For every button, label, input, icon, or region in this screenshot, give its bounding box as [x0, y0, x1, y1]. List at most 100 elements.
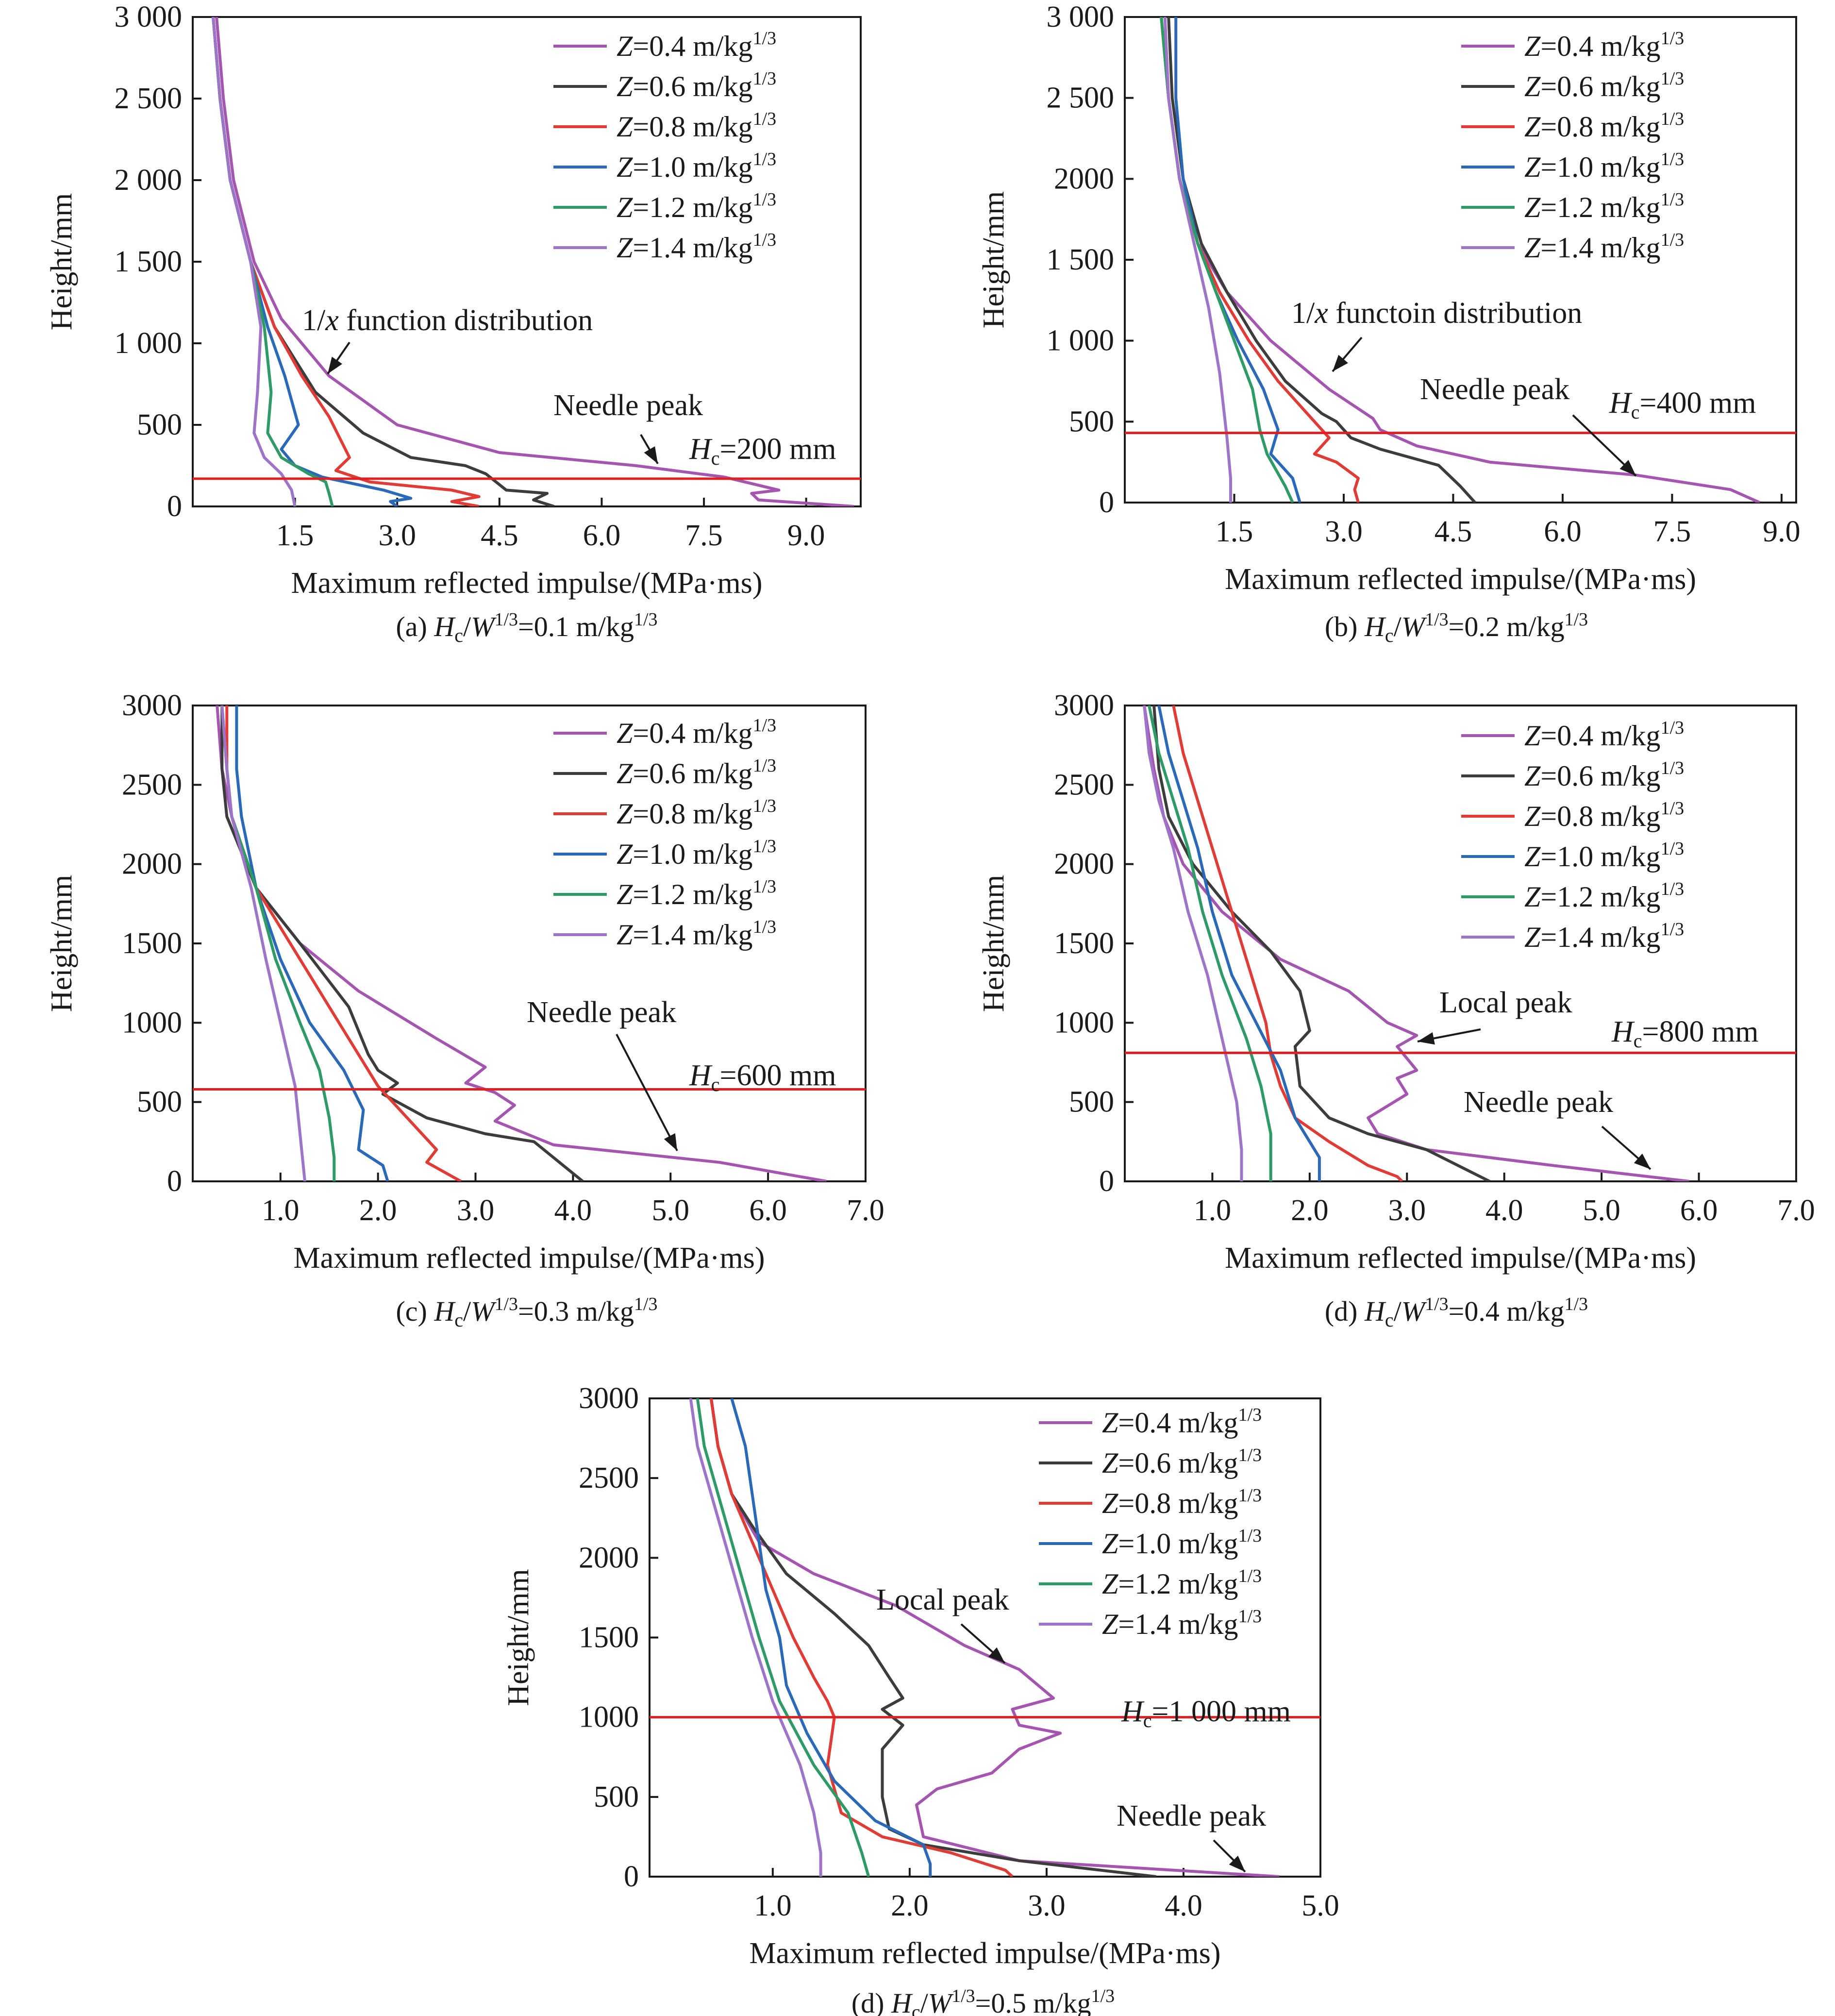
legend-var: Z	[617, 111, 633, 143]
x-tick-label: 9.0	[1763, 515, 1801, 548]
local-peak-label-text: Local peak	[876, 1583, 1009, 1616]
legend-sup: 1/3	[1238, 1405, 1262, 1425]
panel-caption: (d) Hc/W1/3=0.5 m/kg1/3	[851, 1986, 1115, 2016]
needle-peak-label: Needle peak	[527, 996, 676, 1029]
hc-text: =200 mm	[720, 433, 836, 466]
panel-caption: (d) Hc/W1/3=0.4 m/kg1/3	[1325, 1294, 1588, 1331]
y-tick-label: 1500	[122, 927, 182, 960]
legend-text-part: =0.8 m/kg	[1540, 800, 1660, 832]
legend-text-part: =0.6 m/kg	[1540, 760, 1660, 792]
legend-var: Z	[1524, 30, 1541, 62]
legend-entry: Z=0.8 m/kg1/3	[617, 109, 776, 143]
caption-sup: 1/3	[1565, 609, 1588, 630]
local-peak-label: Local peak	[1439, 986, 1572, 1019]
legend-entry: Z=0.4 m/kg1/3	[617, 28, 776, 62]
distribution-label: 1/x functoin distribution	[1291, 297, 1582, 330]
legend-entry: Z=1.2 m/kg1/3	[1524, 189, 1684, 223]
x-tick-label: 1.5	[276, 519, 314, 552]
x-tick-label: 1.0	[1194, 1194, 1232, 1227]
caption-slash: /	[463, 611, 471, 642]
legend-var: Z	[617, 757, 633, 790]
legend-text-part: =0.4 m/kg	[633, 30, 752, 62]
legend-text-part: =1.0 m/kg	[633, 838, 752, 870]
legend-entry: Z=1.4 m/kg1/3	[1524, 230, 1684, 264]
caption-sup: 1/3	[1425, 1294, 1449, 1314]
series-line-4	[730, 1398, 932, 1877]
caption-var: W	[928, 1987, 954, 2016]
legend-var: Z	[1524, 232, 1541, 264]
legend-sup: 1/3	[1661, 758, 1685, 778]
legend-sup: 1/3	[753, 230, 777, 250]
caption-prefix: (a)	[396, 611, 434, 642]
y-tick-label: 1 500	[1047, 243, 1115, 276]
legend-sup: 1/3	[1661, 230, 1685, 250]
hc-sub: c	[1634, 1030, 1642, 1052]
hc-label: Hc=200 mm	[689, 433, 836, 469]
y-tick-label: 2 000	[115, 164, 183, 197]
caption-eq: =0.2 m/kg	[1449, 611, 1565, 642]
legend-var: Z	[617, 232, 633, 264]
caption-sub: c	[1385, 1309, 1394, 1331]
legend-entry: Z=0.6 m/kg1/3	[617, 756, 776, 790]
legend-var: Z	[617, 151, 633, 183]
panel-caption: (a) Hc/W1/3=0.1 m/kg1/3	[396, 609, 657, 646]
legend-entry: Z=1.4 m/kg1/3	[617, 917, 776, 951]
needle-peak-label-text: Needle peak	[553, 389, 703, 422]
x-tick-label: 2.0	[1291, 1194, 1329, 1227]
x-tick-label: 6.0	[583, 519, 621, 552]
caption-var: H	[1364, 611, 1386, 642]
x-tick-label: 6.0	[749, 1194, 787, 1227]
y-tick-label: 2000	[1054, 848, 1114, 881]
legend-entry: Z=1.0 m/kg1/3	[1524, 149, 1684, 183]
y-axis-label: Height/mm	[45, 193, 78, 330]
legend-var: Z	[617, 878, 633, 910]
legend-text-part: =0.8 m/kg	[633, 798, 752, 830]
x-tick-label: 3.0	[457, 1194, 495, 1227]
legend-var: Z	[1102, 1447, 1118, 1479]
x-tick-label: 1.0	[754, 1889, 792, 1922]
hc-sub: c	[1143, 1710, 1152, 1731]
caption-sup: 1/3	[1565, 1294, 1588, 1314]
legend-text-part: =0.6 m/kg	[633, 757, 752, 790]
legend-entry: Z=0.4 m/kg1/3	[1102, 1405, 1262, 1439]
legend-sup: 1/3	[753, 796, 777, 816]
legend-entry: Z=1.2 m/kg1/3	[617, 876, 776, 910]
caption-var: W	[471, 1295, 497, 1327]
y-tick-label: 0	[624, 1860, 639, 1893]
legend-sup: 1/3	[753, 876, 777, 897]
legend-text-part: =1.0 m/kg	[1118, 1528, 1238, 1560]
y-tick-label: 2500	[122, 768, 182, 801]
caption-sup: 1/3	[1425, 609, 1449, 630]
distribution-var: x	[325, 304, 339, 337]
caption-slash: /	[920, 1987, 929, 2016]
hc-label: Hc=400 mm	[1609, 386, 1756, 423]
annotation-arrowhead	[1634, 1153, 1651, 1169]
panel-d: 1.0 2.0 3.0 4.0 5.0 6.0 7.0 0 500 1000 1500 2000 250…	[977, 689, 1815, 1331]
legend-text-part: =1.0 m/kg	[633, 151, 752, 183]
distribution-var: x	[1314, 297, 1328, 330]
y-axis-label: Height/mm	[502, 1569, 535, 1706]
legend-sup: 1/3	[753, 756, 777, 776]
caption-var: H	[891, 1987, 913, 2016]
legend-sup: 1/3	[753, 28, 777, 49]
legend-sup: 1/3	[1661, 919, 1685, 940]
y-tick-label: 1500	[1054, 927, 1114, 960]
y-axis-label: Height/mm	[977, 191, 1010, 328]
annotation-arrowhead	[1333, 354, 1348, 371]
legend-var: Z	[1102, 1487, 1118, 1519]
x-tick-label: 7.0	[847, 1194, 884, 1227]
legend-entry: Z=0.8 m/kg1/3	[1102, 1485, 1262, 1519]
caption-slash: /	[463, 1295, 471, 1327]
caption-var: H	[1364, 1295, 1386, 1327]
legend-entry: Z=0.6 m/kg1/3	[1524, 758, 1684, 792]
legend-var: Z	[1102, 1528, 1118, 1560]
x-tick-label: 4.0	[554, 1194, 592, 1227]
y-tick-label: 2000	[579, 1541, 639, 1574]
series-line-5	[1148, 706, 1272, 1181]
legend-sup: 1/3	[1238, 1606, 1262, 1627]
x-tick-label: 4.0	[1165, 1889, 1202, 1922]
distribution-prefix: 1/	[1291, 297, 1315, 330]
annotation-arrowhead	[988, 1647, 1005, 1663]
series-line-5	[212, 17, 334, 506]
panel-a: 1.5 3.0 4.5 6.0 7.5 9.0 0 500 1 000 1 500 2 000 2 5…	[45, 0, 862, 646]
